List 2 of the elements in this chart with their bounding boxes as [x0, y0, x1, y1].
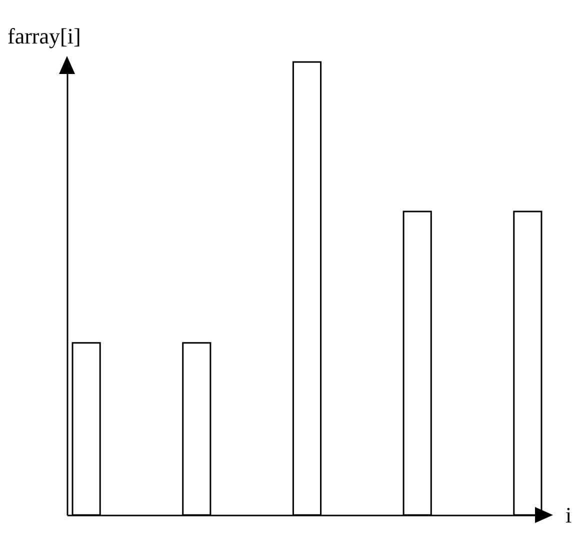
x-axis-title: i — [566, 502, 572, 528]
y-axis-title: farray[i] — [8, 24, 81, 48]
